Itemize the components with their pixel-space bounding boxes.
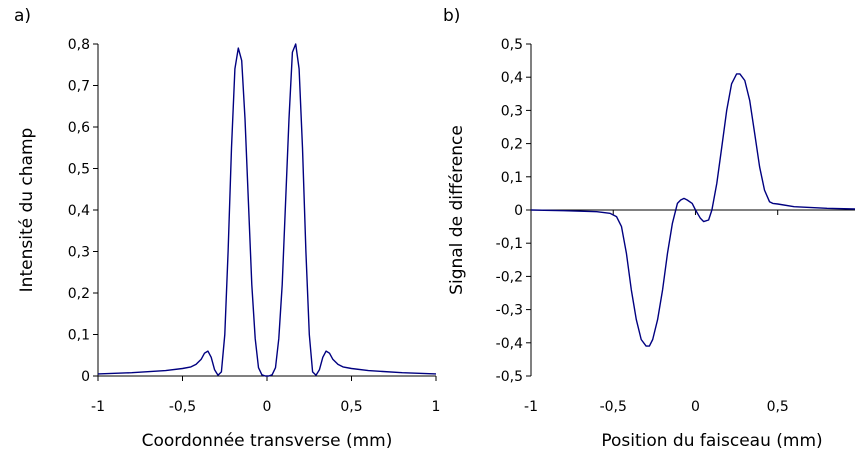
panel-b-y-tick-label: -0,1 [496,236,523,252]
panel-b-x-tick-label: -1 [524,399,538,415]
panel-b-y-tick-label: 0,3 [501,103,523,119]
panel-a-y-tick-label: 0,6 [68,120,90,136]
panel-a-label: a) [14,6,31,26]
panel-a-x-tick-label: 0 [263,399,272,415]
panel-b-x-axis-label: Position du faisceau (mm) [601,431,822,451]
panel-a-x-axis-label: Coordonnée transverse (mm) [142,431,393,451]
panel-b: b) Signal de différence Position du fais… [443,6,855,451]
panel-b-y-tick-label: -0,2 [496,269,523,285]
panel-a-y-tick-label: 0,4 [68,203,90,219]
panel-a-y-tick-label: 0,3 [68,245,90,261]
panel-b-y-tick-label: 0,5 [501,37,523,53]
panel-a-y-tick-label: 0,5 [68,162,90,178]
panel-b-y-axis-label: Signal de différence [447,125,467,295]
panel-b-y-tick-label: 0,4 [501,70,523,86]
panel-b-x-tick-label: 0,5 [767,399,789,415]
panel-a-x-tick-label: 0,5 [340,399,362,415]
panel-a-y-tick-label: 0,2 [68,286,90,302]
panel-a-y-tick-label: 0,7 [68,79,90,95]
panel-b-y-tick-label: 0 [514,203,523,219]
panel-b-y-tick-label: -0,5 [496,369,523,385]
panel-a-x-tick-label: 1 [432,399,441,415]
panel-a-x-tick-label: -0,5 [169,399,196,415]
panel-b-x-tick-label: -0,5 [600,399,627,415]
panel-a-y-axis-label: Intensité du champ [17,128,37,293]
panel-a-y-tick-label: 0,1 [68,328,90,344]
panel-b-y-tick-label: 0,1 [501,170,523,186]
panel-a-x-tick-label: -1 [91,399,105,415]
panel-b-y-tick-label: -0,4 [496,336,523,352]
panel-b-y-tick-label: -0,3 [496,303,523,319]
panel-a: a) Intensité du champ Coordonnée transve… [14,6,440,451]
panel-a-y-tick-label: 0,8 [68,37,90,53]
panel-b-y-tick-label: 0,2 [501,137,523,153]
panel-a-series-line [97,43,437,377]
panel-a-y-tick-label: 0 [81,369,90,385]
panel-b-label: b) [443,6,460,26]
panel-b-x-tick-label: 0 [691,399,700,415]
panel-b-series-line [530,73,855,347]
